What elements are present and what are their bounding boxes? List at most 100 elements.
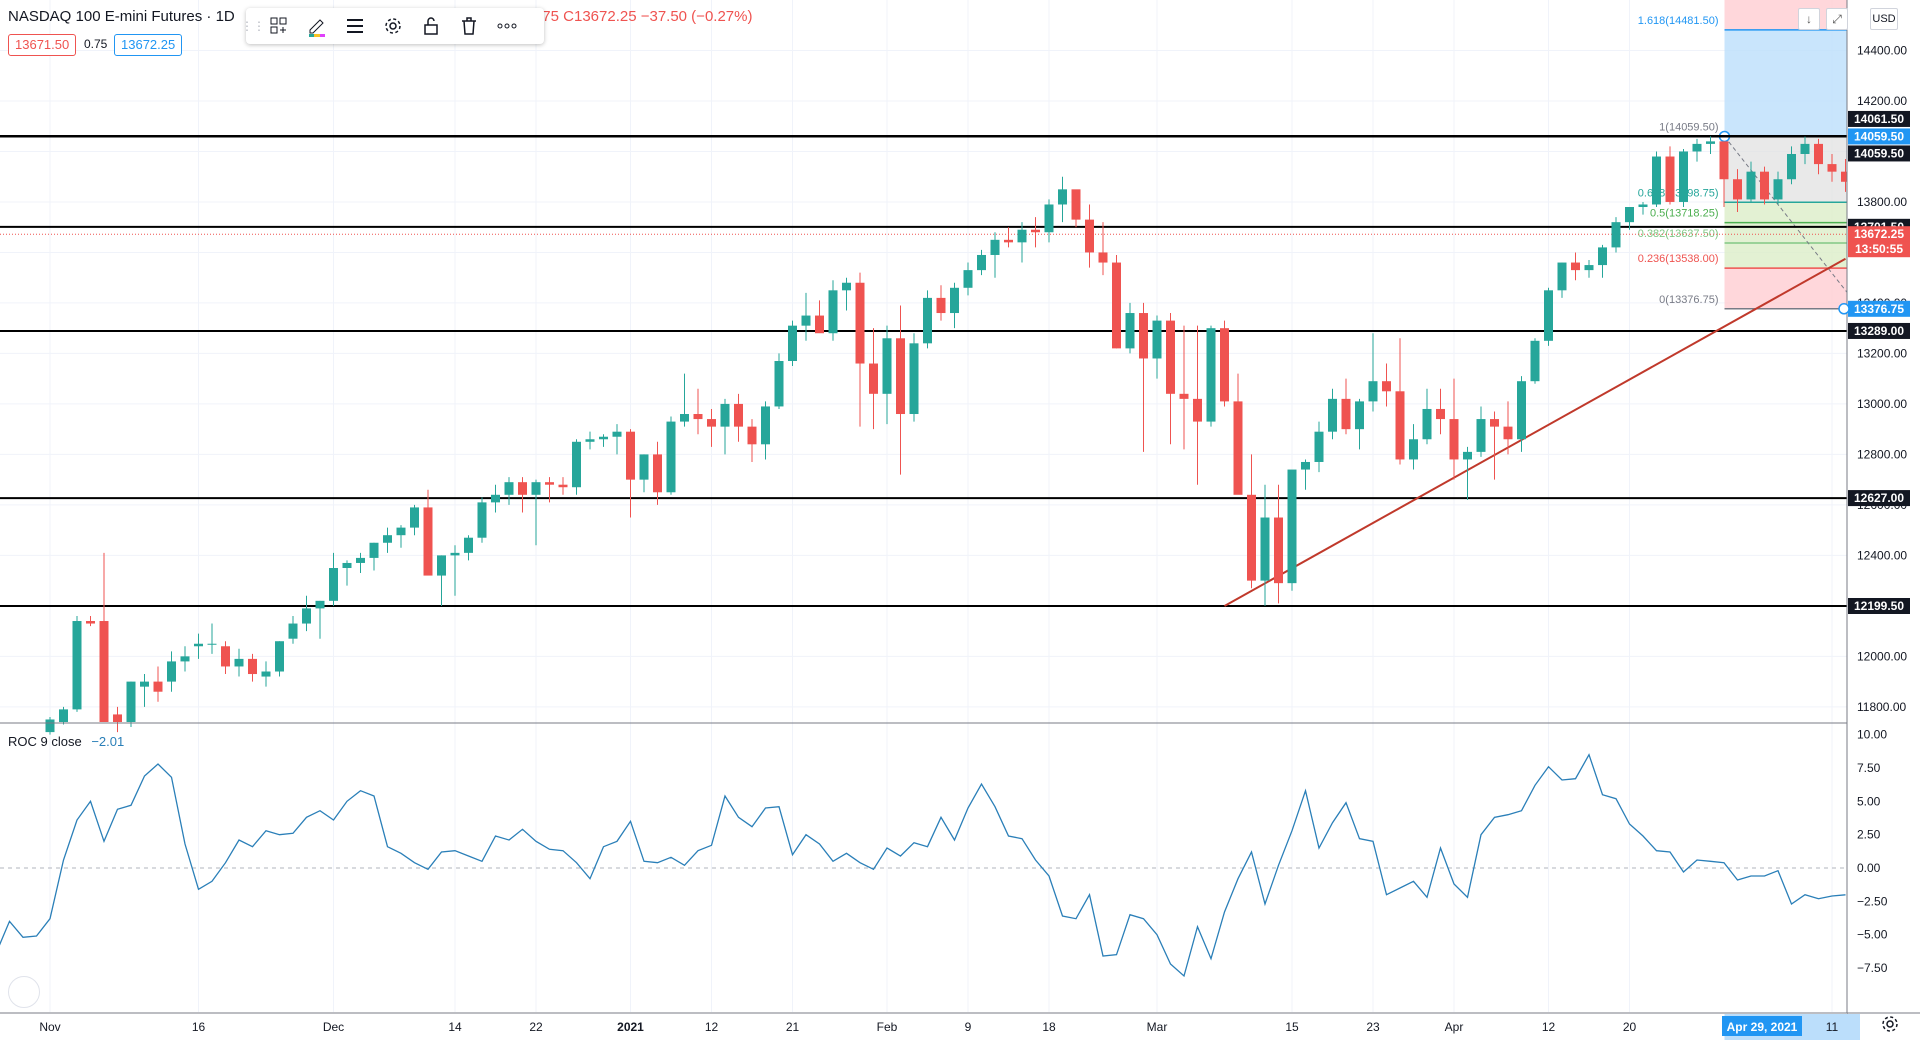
candle-body [450,552,460,556]
candle-body [842,282,851,291]
candle-body [518,482,527,495]
candle-body [923,297,932,344]
fib-zone [1724,202,1860,269]
candle-body [1719,141,1729,180]
candle-body [45,719,55,733]
candle-body [1787,153,1796,180]
price-axis-tag [1848,241,1910,258]
line-style-icon[interactable] [336,8,374,44]
roc-current-value: −2.01 [91,734,125,749]
candle-body [248,658,257,675]
candle-body [396,527,406,536]
candle-body [1490,419,1499,427]
roc-tick-label: −5.00 [1857,928,1888,942]
fib-level-label: 1(14059.50) [1659,121,1718,133]
candle-body [1611,222,1621,248]
candle-body [869,363,878,394]
price-tick-label: 12400.00 [1857,548,1907,562]
interval-label[interactable]: 1D [215,8,235,25]
candle-body [1193,398,1202,422]
price-axis-tag [1848,598,1910,615]
time-tick-label: 23 [1366,1020,1380,1034]
ask-price[interactable]: 13672.25 [114,34,183,56]
scroll-to-origin-icon[interactable] [8,976,40,1008]
time-axis-bg [0,1013,1847,1041]
scroll-down-icon[interactable]: ↓ [1798,8,1820,30]
candle-body [275,641,284,672]
candle-body [950,287,959,314]
symbol-name[interactable]: NASDAQ 100 E-mini Futures [8,8,203,25]
candle-body [1152,320,1162,359]
time-tick-label: Mar [1147,1020,1168,1034]
candle-body [896,338,905,415]
candle-body [936,297,946,314]
candle-body [1098,252,1108,263]
candle-body [747,426,757,445]
layout-icon[interactable] [260,8,298,44]
candle-body [1206,328,1216,422]
spread-value: 0.75 [84,37,108,51]
chart-settings-gear-icon[interactable] [1880,1014,1900,1034]
fib-axis-handle [1838,303,1850,315]
candle-body [1571,262,1580,271]
candle-body [1503,426,1513,440]
candle-body [113,714,122,722]
unlock-icon[interactable] [412,8,450,44]
candle-body [329,568,338,601]
candle-body [288,623,298,639]
price-axis-tag [1848,110,1910,127]
price-tick-label: 11800.00 [1857,700,1906,714]
candle-body [423,507,433,576]
candle-body [1112,262,1121,349]
candle-body [1071,189,1081,220]
candle-body [491,494,500,503]
candle-body [1301,461,1310,470]
candle-body [1449,419,1459,460]
price-axis-tag [1848,490,1910,507]
candle-body [477,502,487,538]
bid-price[interactable]: 13671.50 [8,34,77,56]
trash-icon[interactable] [450,8,488,44]
candle-body [153,681,163,692]
candle-body [1274,517,1283,584]
candle-body [234,658,244,667]
drag-handle-icon[interactable]: ⋮⋮ [241,19,265,33]
price-tick-label: 12000.00 [1857,649,1907,663]
maximize-icon[interactable]: ⤢ [1826,8,1848,30]
candle-body [261,671,271,677]
time-tick-label: Apr [1445,1020,1464,1034]
candle-body [855,282,865,364]
candle-body [882,338,892,394]
candle-body [680,414,689,422]
candle-body [720,403,730,427]
candle-body [761,406,770,445]
price-tick-label: 12800.00 [1857,447,1907,461]
ohlc-values: 653.75 C13672.25 −37.50 (−0.27%) [513,8,753,25]
candle-body [342,562,352,569]
candle-body [410,507,419,528]
roc-line [0,753,1846,978]
candle-body [140,681,149,687]
price-axis-tag-label: 13672.25 [1854,227,1904,241]
roc-title[interactable]: ROC 9 close [8,734,82,749]
date-cursor-label: Apr 29, 2021 [1727,1020,1798,1034]
currency-button[interactable]: USD [1870,8,1898,30]
price-axis-tag-label: 12199.50 [1854,599,1904,613]
gear-icon[interactable] [374,8,412,44]
time-tick-label: 21 [786,1020,800,1034]
more-icon[interactable] [488,8,526,44]
candle-body [1328,398,1337,432]
candle-body [369,542,379,558]
candle-body [180,656,190,662]
pencil-icon[interactable] [298,8,336,44]
candle-body [437,555,446,576]
candle-body [1814,143,1823,165]
candle-body [1517,381,1526,440]
candle-body [599,436,608,440]
candle-body [585,439,595,442]
price-tick-label: 14200.00 [1857,94,1907,108]
price-axis-tag [1848,226,1910,243]
candle-body [1031,229,1040,233]
candle-body [1530,340,1540,382]
